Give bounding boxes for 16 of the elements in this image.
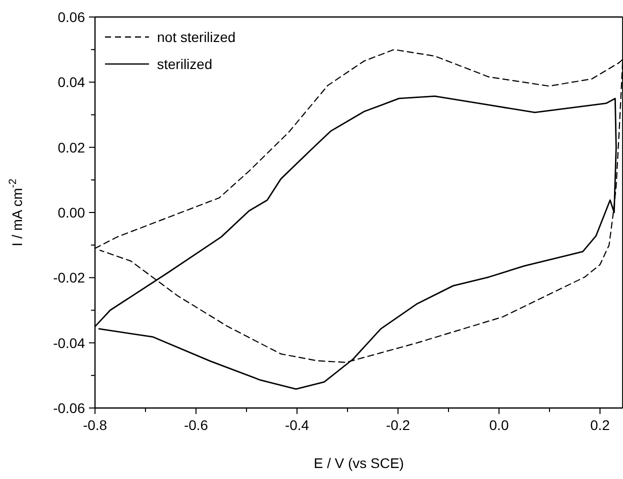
x-tick-label: 0.2 [590, 417, 610, 433]
legend-label: sterilized [157, 56, 212, 72]
x-tick-label: -0.6 [184, 417, 208, 433]
x-tick-label: 0.0 [489, 417, 509, 433]
legend-label: not sterilized [157, 29, 236, 45]
y-tick-label: 0.04 [58, 74, 86, 90]
x-tick-label: -0.2 [386, 417, 410, 433]
y-tick-label: -0.04 [53, 334, 86, 351]
y-tick-label: 0.06 [58, 9, 86, 25]
y-tick-label: -0.02 [53, 270, 86, 286]
x-tick-label: -0.4 [284, 417, 310, 433]
y-tick-label: 0.02 [58, 139, 86, 156]
x-axis-title: E / V (vs SCE) [314, 455, 404, 471]
x-tick-label: -0.8 [82, 417, 108, 433]
y-tick-label: -0.06 [53, 400, 86, 416]
y-tick-label: 0.00 [58, 204, 86, 220]
